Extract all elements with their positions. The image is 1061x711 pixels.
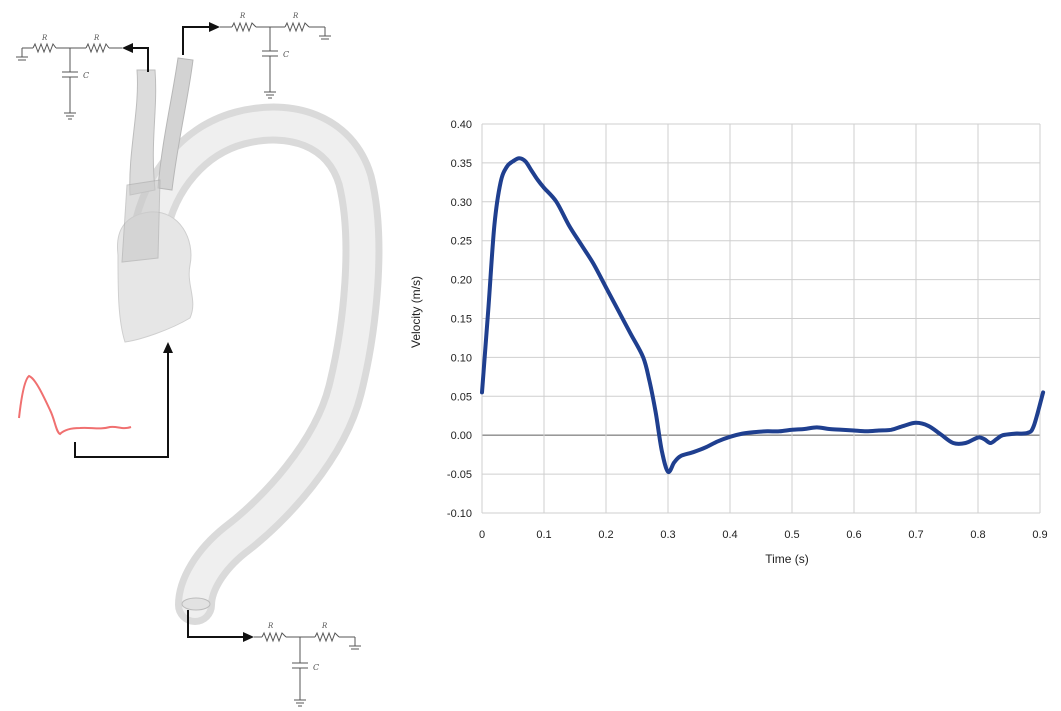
y-tick-labels: 0.40 0.35 0.30 0.25 0.20 0.15 0.10 0.05 0.00 -0.0… <box>447 119 472 520</box>
x-tick-label: 0.2 <box>598 529 613 541</box>
r2-label-top-left: R <box>93 34 100 42</box>
arrow-to-right-circuit <box>182 22 220 55</box>
x-tick-label: 0.3 <box>660 529 675 541</box>
inlet-waveform <box>18 374 132 436</box>
windkessel-top-left <box>16 42 122 120</box>
x-tick-label: 0.1 <box>536 529 551 541</box>
y-tick-label: -0.10 <box>447 508 472 520</box>
y-tick-label: 0.30 <box>451 197 472 209</box>
y-tick-label: 0.25 <box>451 236 472 248</box>
r1-label-top-right: R <box>239 12 246 20</box>
y-tick-label: 0.20 <box>451 275 472 287</box>
r1-label-top-left: R <box>41 34 48 42</box>
chart-grid <box>481 123 1041 514</box>
x-axis-title: Time (s) <box>765 552 809 566</box>
velocity-chart: 0.400.350.300.250.200.150.100.050.00-0.0… <box>409 119 1048 566</box>
windkessel-top-right <box>220 21 331 99</box>
velocity-series-line <box>480 156 1046 475</box>
y-tick-label: 0.40 <box>451 119 472 131</box>
y-tick-label: 0.05 <box>451 391 472 403</box>
x-tick-label: 0.9 <box>1032 529 1047 541</box>
windkessel-bottom <box>254 631 361 707</box>
y-axis-title: Velocity (m/s) <box>409 276 423 348</box>
y-tick-label: 0.00 <box>451 430 472 442</box>
x-tick-label: 0.6 <box>846 529 861 541</box>
y-tick-label: 0.10 <box>451 352 472 364</box>
arrow-to-left-circuit <box>122 43 149 72</box>
arrow-to-bottom-circuit <box>187 610 254 642</box>
right-branch-vessel <box>157 57 194 191</box>
x-tick-label: 0 <box>479 529 485 541</box>
r2-label-bottom: R <box>321 622 328 630</box>
r1-label-bottom: R <box>267 622 274 630</box>
x-tick-labels: 0 0.1 0.2 0.3 0.4 0.5 0.6 0.7 0.8 0.9 <box>479 529 1048 541</box>
left-branch-vessel <box>129 69 157 196</box>
x-tick-label: 0.7 <box>908 529 923 541</box>
y-tick-label: -0.05 <box>447 469 472 481</box>
x-tick-label: 0.4 <box>722 529 737 541</box>
descending-outlet <box>181 597 211 611</box>
aorta-model <box>116 57 383 625</box>
y-tick-label: 0.15 <box>451 314 472 326</box>
x-tick-label: 0.5 <box>784 529 799 541</box>
inlet-arrow <box>74 342 173 458</box>
r2-label-top-right: R <box>292 12 299 20</box>
y-tick-label: 0.35 <box>451 158 472 170</box>
x-tick-label: 0.8 <box>970 529 985 541</box>
c-label-top-right: C <box>283 50 289 59</box>
c-label-bottom: C <box>313 663 319 672</box>
c-label-top-left: C <box>83 71 89 80</box>
